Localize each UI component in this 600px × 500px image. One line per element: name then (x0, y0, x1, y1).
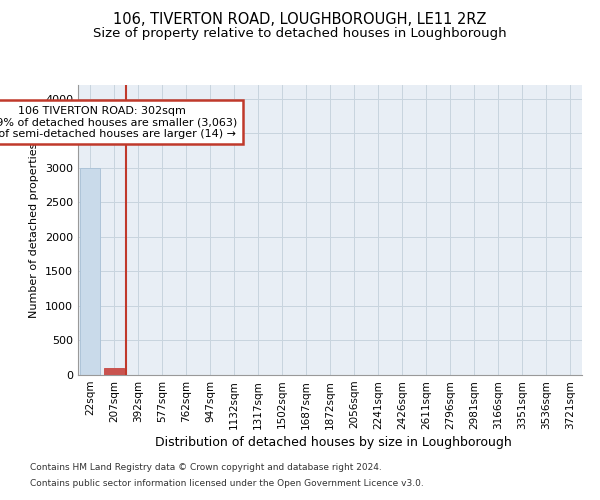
Text: Distribution of detached houses by size in Loughborough: Distribution of detached houses by size … (155, 436, 511, 449)
Text: Contains HM Land Registry data © Crown copyright and database right 2024.: Contains HM Land Registry data © Crown c… (30, 464, 382, 472)
Text: 106 TIVERTON ROAD: 302sqm
← >99% of detached houses are smaller (3,063)
<1% of s: 106 TIVERTON ROAD: 302sqm ← >99% of deta… (0, 106, 237, 139)
Text: Size of property relative to detached houses in Loughborough: Size of property relative to detached ho… (93, 28, 507, 40)
Text: 106, TIVERTON ROAD, LOUGHBOROUGH, LE11 2RZ: 106, TIVERTON ROAD, LOUGHBOROUGH, LE11 2… (113, 12, 487, 28)
Bar (80, 168, 100, 375)
Y-axis label: Number of detached properties: Number of detached properties (29, 142, 40, 318)
Text: Contains public sector information licensed under the Open Government Licence v3: Contains public sector information licen… (30, 478, 424, 488)
Bar (104, 368, 124, 375)
